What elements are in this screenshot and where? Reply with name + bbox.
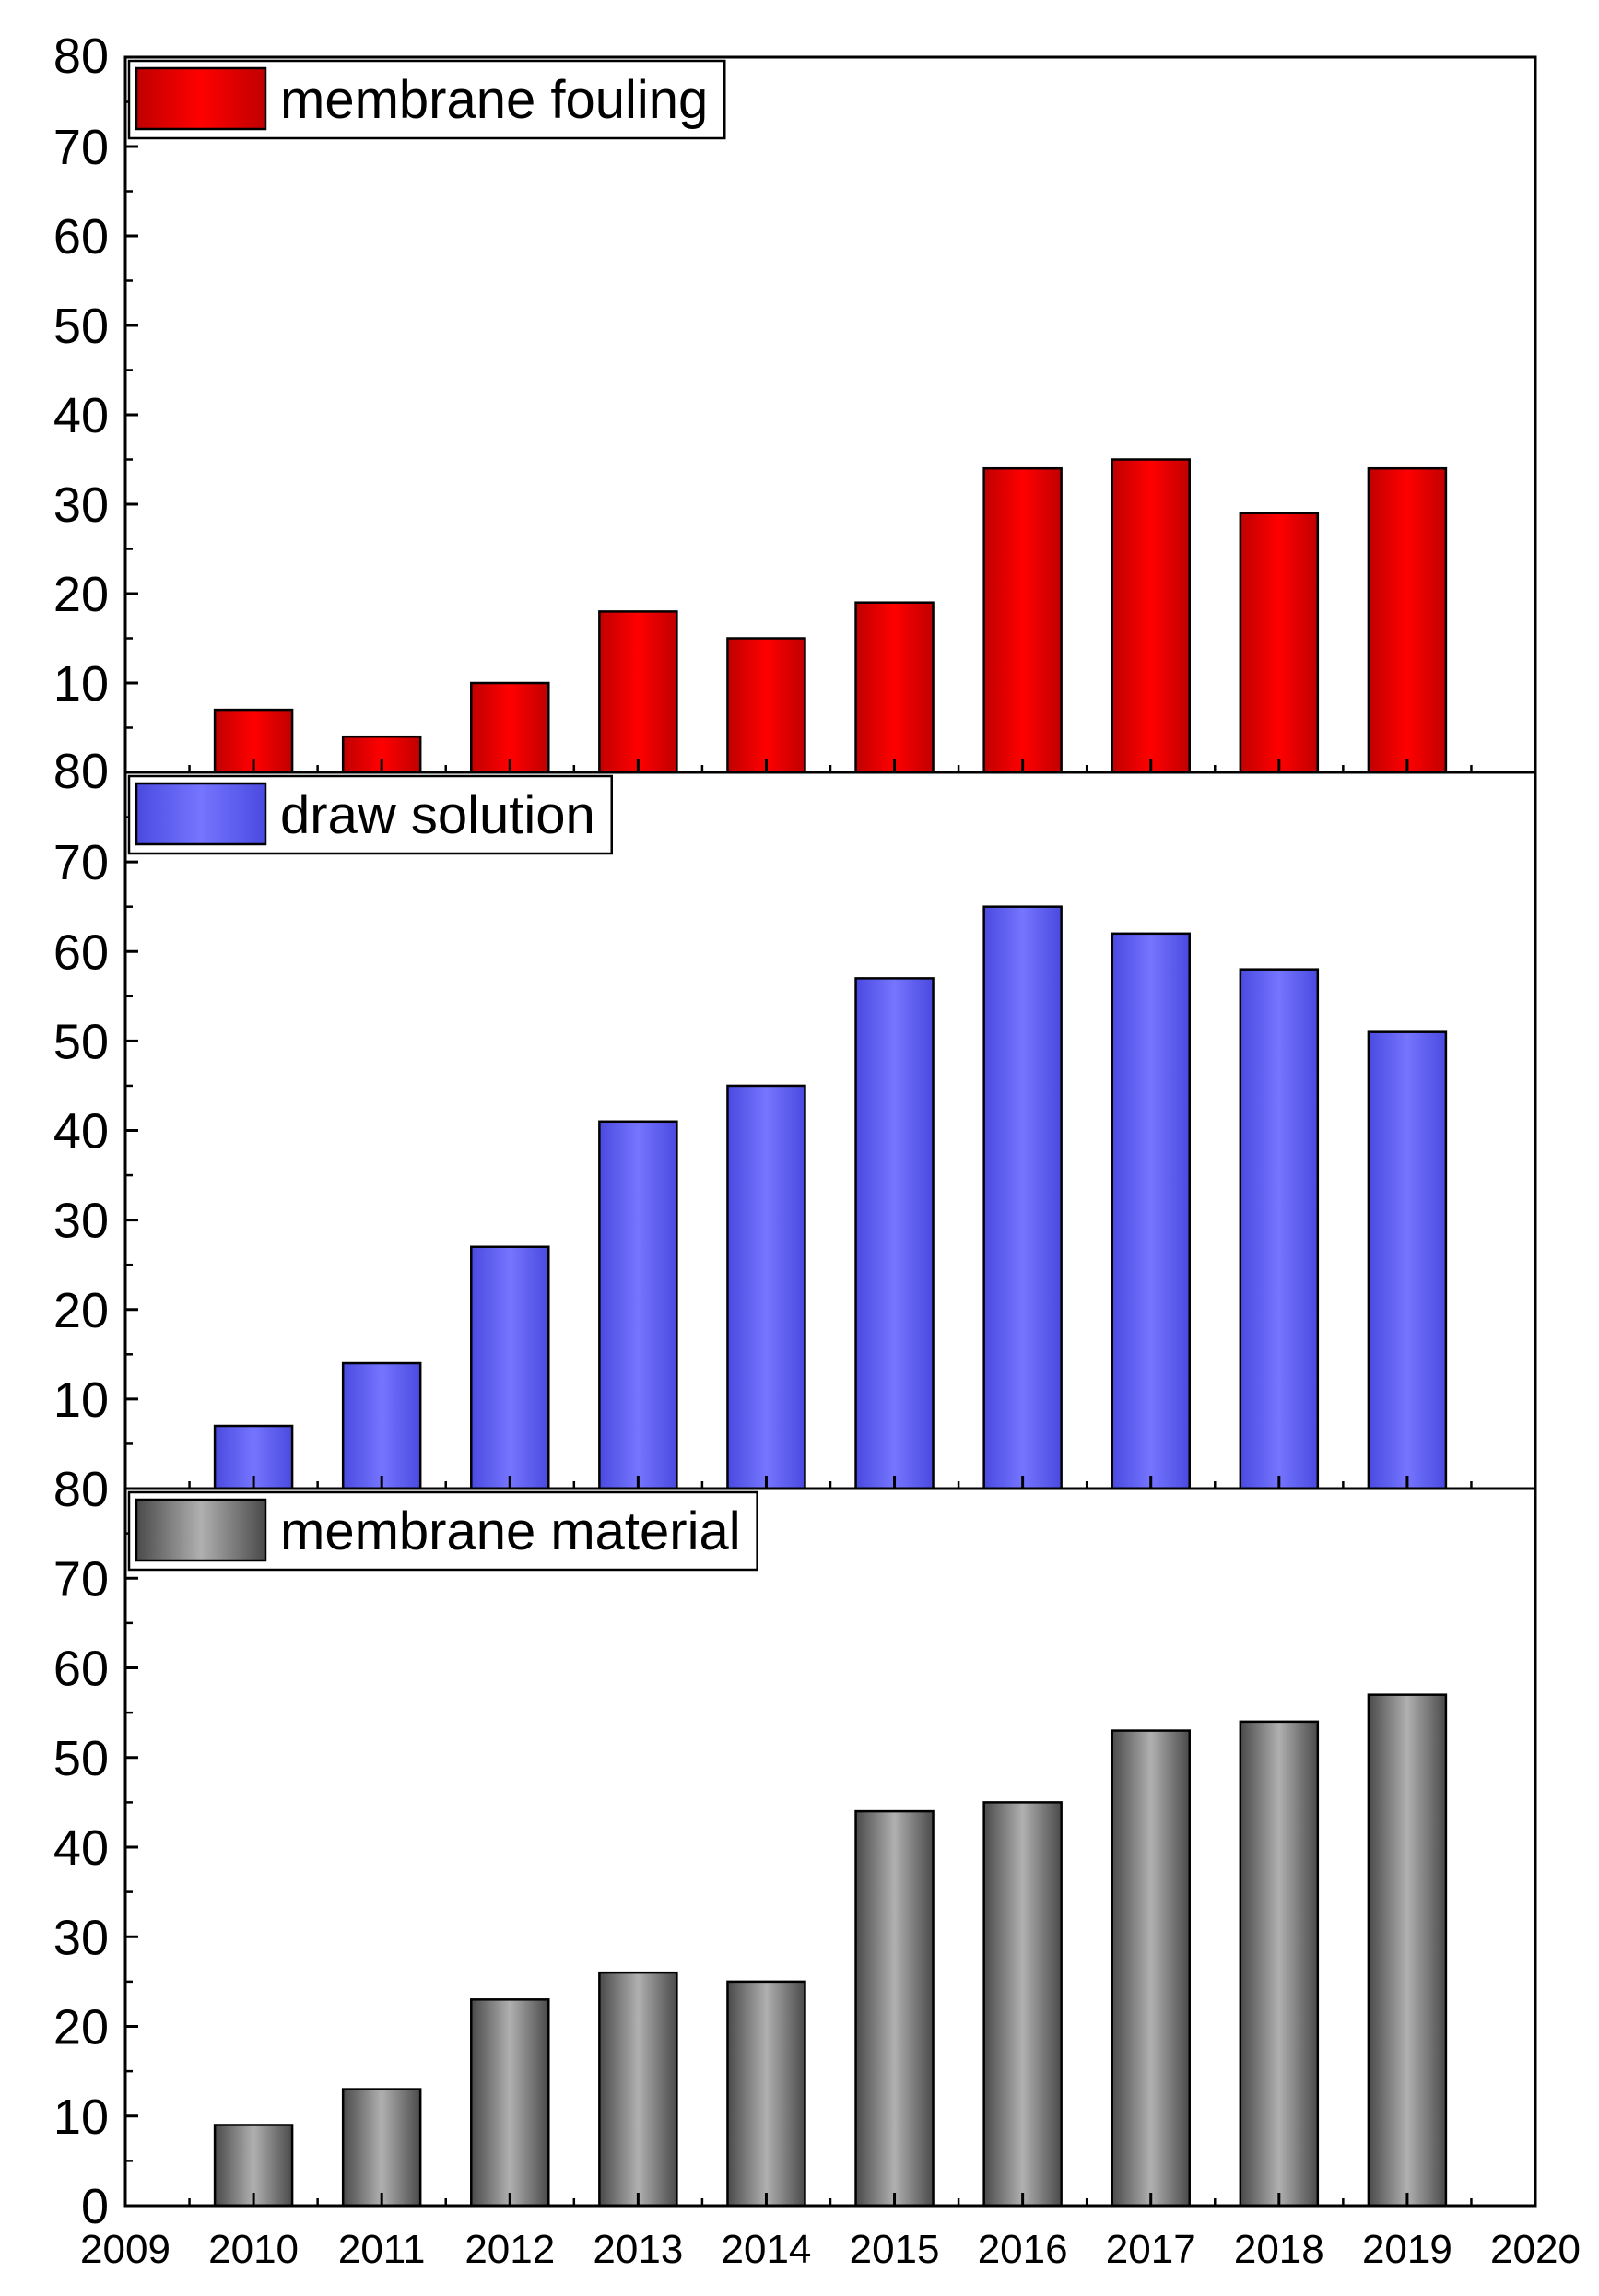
bar-2017 bbox=[1111, 1729, 1191, 2208]
bar-2011 bbox=[341, 1361, 422, 1490]
bar-2016 bbox=[982, 466, 1063, 774]
legend: draw solution bbox=[127, 774, 613, 855]
y-tick-label: 60 bbox=[53, 1642, 109, 1697]
x-tick-label: 2014 bbox=[722, 2227, 812, 2272]
y-tick-label: 20 bbox=[53, 1283, 109, 1338]
bar-2013 bbox=[598, 610, 678, 774]
legend-label: membrane material bbox=[280, 1501, 741, 1561]
y-tick-label: 20 bbox=[53, 567, 109, 622]
y-tick-label: 40 bbox=[53, 388, 109, 443]
x-tick-label: 2010 bbox=[208, 2227, 299, 2272]
y-tick-label: 50 bbox=[53, 1014, 109, 1069]
y-tick-label: 30 bbox=[53, 1910, 109, 1965]
y-tick-label: 50 bbox=[53, 1731, 109, 1786]
y-tick-label: 0 bbox=[81, 2179, 109, 2234]
bar-2015 bbox=[854, 1809, 935, 2208]
bar-2017 bbox=[1111, 458, 1191, 774]
plot-frame bbox=[123, 1487, 1537, 2208]
panel-1: 10 20 30 40 50 60 70 80 membrane fouling bbox=[53, 29, 1537, 774]
legend-label: membrane fouling bbox=[280, 70, 708, 130]
legend-swatch bbox=[135, 66, 267, 131]
bar-2014 bbox=[726, 1084, 806, 1490]
panel-3: 0 10 20 30 40 50 60 70 80 2009 2010 2011 2012 2013 201… bbox=[53, 1462, 1581, 2272]
bar-2016 bbox=[982, 1801, 1063, 2208]
legend: membrane fouling bbox=[127, 59, 726, 140]
x-tick-label: 2018 bbox=[1234, 2227, 1324, 2272]
x-tick-label: 2015 bbox=[850, 2227, 940, 2272]
legend-label: draw solution bbox=[280, 785, 595, 845]
bar-2012 bbox=[470, 681, 550, 774]
x-tick-label: 2017 bbox=[1106, 2227, 1196, 2272]
y-tick-label: 10 bbox=[53, 656, 109, 712]
bar-2013 bbox=[598, 1971, 678, 2208]
y-tick-label: 10 bbox=[53, 1372, 109, 1428]
bar-2013 bbox=[598, 1120, 678, 1490]
plot-frame bbox=[123, 771, 1537, 1490]
bar-2017 bbox=[1111, 932, 1191, 1490]
y-tick-label: 30 bbox=[53, 477, 109, 533]
y-tick-label: 80 bbox=[53, 744, 109, 799]
bar-2018 bbox=[1239, 1720, 1320, 2208]
y-tick-label: 20 bbox=[53, 2000, 109, 2055]
y-tick-label: 70 bbox=[53, 120, 109, 175]
x-tick-label: 2016 bbox=[978, 2227, 1068, 2272]
legend: membrane material bbox=[127, 1490, 758, 1572]
panel-2: 10 20 30 40 50 60 70 80 draw solution bbox=[53, 744, 1537, 1490]
plot-frame bbox=[123, 55, 1537, 774]
legend-swatch bbox=[135, 1498, 267, 1562]
x-tick-label: 2012 bbox=[464, 2227, 555, 2272]
x-tick-label: 2013 bbox=[593, 2227, 683, 2272]
bar-2012 bbox=[470, 1245, 550, 1490]
bar-2019 bbox=[1367, 1030, 1448, 1490]
bar-2019 bbox=[1367, 466, 1448, 774]
y-tick-label: 80 bbox=[53, 1462, 109, 1517]
bar-2011 bbox=[341, 2088, 422, 2208]
x-tick-label: 2009 bbox=[80, 2227, 170, 2272]
y-tick-label: 70 bbox=[53, 1551, 109, 1607]
bar-2019 bbox=[1367, 1693, 1448, 2208]
bar-2015 bbox=[854, 977, 935, 1490]
bar-2018 bbox=[1239, 512, 1320, 774]
bar-2010 bbox=[213, 2124, 294, 2208]
y-tick-label: 60 bbox=[53, 924, 109, 980]
y-tick-label: 10 bbox=[53, 2090, 109, 2145]
x-tick-label: 2019 bbox=[1362, 2227, 1452, 2272]
x-tick-label: 2011 bbox=[338, 2227, 426, 2272]
y-tick-label: 40 bbox=[53, 1820, 109, 1876]
x-tick-label: 2020 bbox=[1490, 2227, 1581, 2272]
y-tick-label: 80 bbox=[53, 29, 109, 84]
y-tick-label: 60 bbox=[53, 209, 109, 265]
bar-2018 bbox=[1239, 968, 1320, 1490]
legend-swatch bbox=[135, 782, 267, 846]
bar-2012 bbox=[470, 1998, 550, 2208]
y-tick-label: 70 bbox=[53, 835, 109, 890]
bar-2016 bbox=[982, 905, 1063, 1490]
y-tick-label: 40 bbox=[53, 1104, 109, 1160]
bar-2014 bbox=[726, 637, 806, 774]
bar-2015 bbox=[854, 601, 935, 774]
y-tick-label: 50 bbox=[53, 299, 109, 354]
bar-2014 bbox=[726, 1980, 806, 2208]
y-tick-label: 30 bbox=[53, 1194, 109, 1249]
